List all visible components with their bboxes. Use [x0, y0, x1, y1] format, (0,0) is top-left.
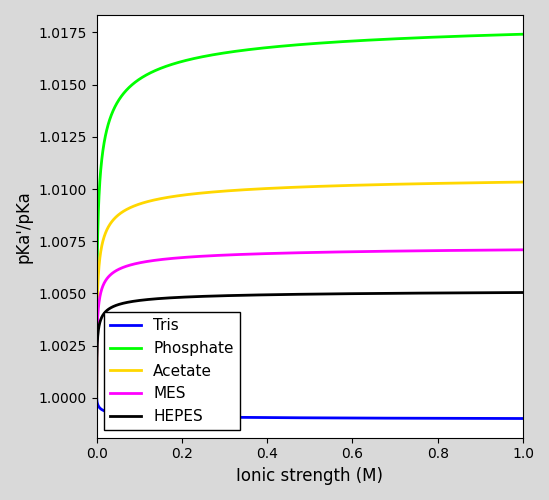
Acetate — [301, 184, 307, 190]
MES — [507, 247, 514, 253]
Phosphate — [93, 394, 100, 400]
MES — [301, 250, 307, 256]
Acetate — [520, 179, 526, 185]
HEPES — [429, 290, 436, 296]
Tris — [520, 416, 526, 422]
Phosphate — [301, 42, 307, 48]
HEPES — [507, 290, 514, 296]
Tris — [507, 416, 514, 422]
HEPES — [520, 290, 526, 296]
MES — [289, 250, 296, 256]
X-axis label: Ionic strength (M): Ionic strength (M) — [236, 467, 383, 485]
Phosphate — [429, 34, 436, 40]
Tris — [429, 416, 436, 422]
Tris — [507, 416, 514, 422]
Acetate — [507, 179, 514, 185]
HEPES — [115, 302, 122, 308]
MES — [429, 248, 436, 254]
Acetate — [289, 184, 296, 190]
Tris — [93, 395, 100, 401]
HEPES — [289, 292, 296, 298]
Phosphate — [507, 32, 514, 38]
Acetate — [115, 212, 122, 218]
Line: HEPES: HEPES — [97, 292, 523, 398]
MES — [520, 247, 526, 253]
Acetate — [93, 394, 100, 400]
HEPES — [93, 395, 100, 401]
Acetate — [507, 179, 514, 185]
Line: MES: MES — [97, 250, 523, 398]
MES — [93, 395, 100, 401]
Acetate — [429, 180, 436, 186]
MES — [115, 266, 122, 272]
Y-axis label: pKa'/pKa: pKa'/pKa — [15, 190, 33, 262]
Legend: Tris, Phosphate, Acetate, MES, HEPES: Tris, Phosphate, Acetate, MES, HEPES — [104, 312, 240, 430]
Line: Acetate: Acetate — [97, 182, 523, 398]
Tris — [289, 414, 296, 420]
Tris — [301, 415, 307, 421]
Phosphate — [507, 32, 514, 38]
Tris — [115, 411, 122, 417]
Line: Phosphate: Phosphate — [97, 34, 523, 398]
HEPES — [507, 290, 514, 296]
MES — [507, 247, 514, 253]
Line: Tris: Tris — [97, 398, 523, 418]
HEPES — [301, 291, 307, 297]
Phosphate — [115, 98, 122, 103]
Phosphate — [289, 42, 296, 48]
Phosphate — [520, 31, 526, 37]
